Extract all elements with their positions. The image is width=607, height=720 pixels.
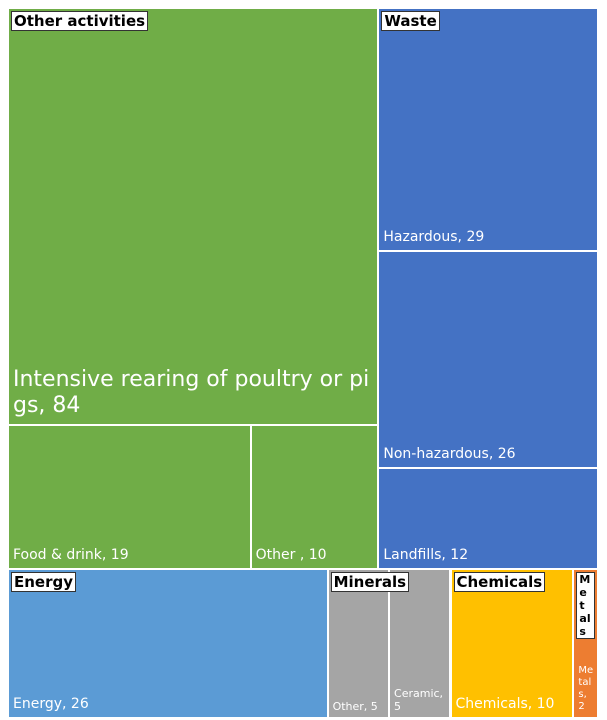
- group-title: Waste: [381, 11, 440, 31]
- leaf-label: Metals, 2: [578, 664, 594, 712]
- leaf-label: Food & drink, 19: [13, 546, 129, 563]
- treemap-cell: Energy, 26: [8, 568, 328, 718]
- leaf-label: Other, 5: [332, 699, 378, 713]
- leaf-label: Other , 10: [255, 546, 327, 563]
- treemap-cell: Food & drink, 19: [8, 424, 251, 569]
- leaf-label: Chemicals, 10: [455, 696, 555, 713]
- group-title: Minerals: [330, 571, 410, 592]
- treemap-cell: Intensive rearing of poultry or pigs, 84: [8, 8, 379, 425]
- treemap-cell: Ceramic, 5: [389, 568, 451, 718]
- group-title: Metals: [576, 571, 595, 640]
- treemap-cell: Non-hazardous, 26: [378, 250, 598, 469]
- treemap-cell: Hazardous, 29: [378, 8, 598, 251]
- group-title: Other activities: [11, 11, 149, 31]
- leaf-label: Hazardous, 29: [383, 228, 485, 245]
- leaf-label: Non-hazardous, 26: [383, 446, 516, 463]
- group-title: Chemicals: [453, 571, 546, 592]
- treemap-cell: Other, 5: [327, 568, 390, 718]
- leaf-label: Intensive rearing of poultry or pigs, 84: [13, 366, 370, 419]
- treemap-cell: Landfills, 12: [378, 468, 598, 569]
- leaf-label: Ceramic, 5: [394, 686, 444, 713]
- treemap-cell: Other , 10: [250, 424, 379, 569]
- leaf-label: Landfills, 12: [383, 546, 469, 563]
- treemap-cell: Chemicals, 10: [450, 568, 574, 718]
- group-title: Energy: [11, 571, 77, 592]
- leaf-label: Energy, 26: [13, 696, 89, 713]
